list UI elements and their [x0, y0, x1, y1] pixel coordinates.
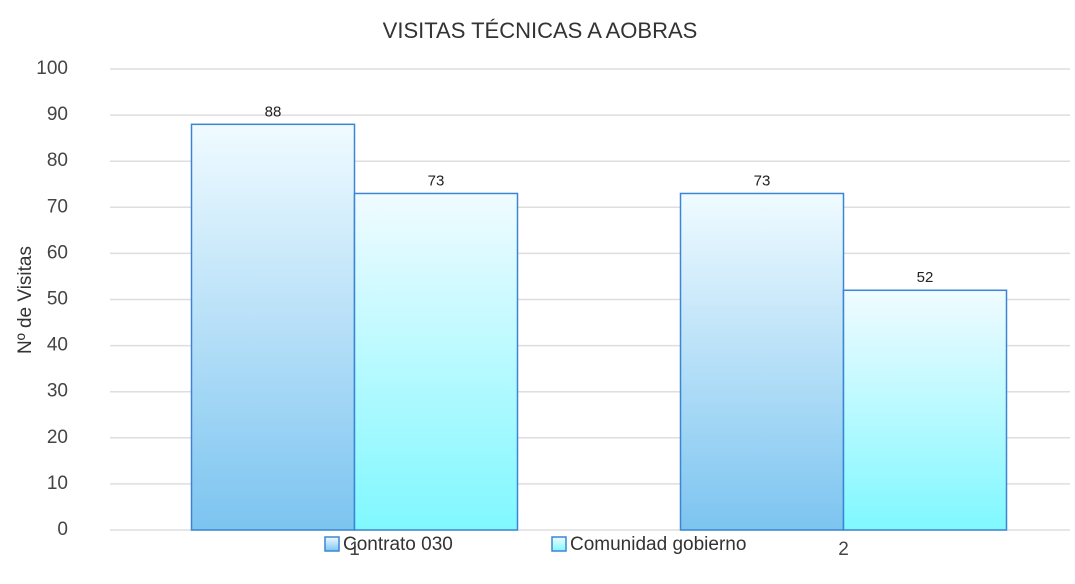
legend-swatch [324, 536, 340, 552]
bar [353, 192, 519, 531]
legend-label: Comunidad gobierno [570, 534, 746, 555]
y-tick-label: 60 [47, 242, 68, 263]
data-label: 73 [428, 172, 445, 189]
chart-title: VISITAS TÉCNICAS A AOBRAS [383, 18, 698, 43]
data-label: 88 [265, 103, 282, 120]
y-tick-label: 20 [47, 427, 68, 448]
legend-swatch [551, 536, 567, 552]
data-label: 52 [917, 269, 934, 286]
y-tick-label: 30 [47, 381, 68, 402]
y-tick-label: 100 [36, 58, 68, 79]
x-tick-label: 2 [838, 539, 849, 560]
y-tick-label: 40 [47, 335, 68, 356]
y-tick-label: 70 [47, 196, 68, 217]
data-label: 73 [754, 172, 771, 189]
y-axis-label: Nº de Visitas [15, 246, 36, 354]
legend-label: Contrato 030 [343, 534, 453, 555]
y-tick-label: 80 [47, 150, 68, 171]
bar [679, 192, 845, 531]
bar [190, 123, 356, 531]
bar [842, 289, 1008, 531]
y-tick-label: 50 [47, 289, 68, 310]
y-tick-label: 0 [57, 519, 68, 540]
y-tick-label: 10 [47, 473, 68, 494]
y-tick-label: 90 [47, 104, 68, 125]
x-tick-label: 1 [349, 539, 360, 560]
